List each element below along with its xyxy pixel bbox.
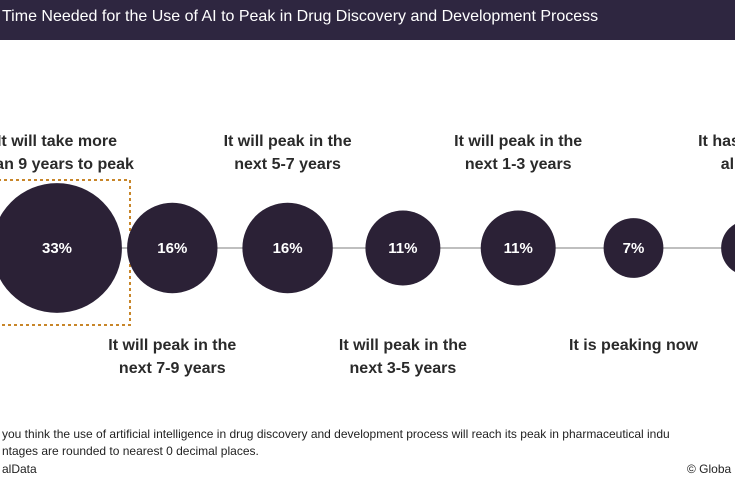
credit: © Globa xyxy=(687,462,732,476)
bubble xyxy=(721,224,735,272)
bubble xyxy=(603,218,664,278)
footnote: you think the use of artificial intellig… xyxy=(2,427,670,441)
value-label: 11% xyxy=(504,240,533,257)
category-label: next 3-5 years xyxy=(350,360,457,377)
category-label: next 1-3 years xyxy=(465,156,572,173)
value-label: 7% xyxy=(623,240,645,257)
category-label: already xyxy=(721,156,735,173)
value-label: 33% xyxy=(42,240,72,257)
category-label: It has peaked xyxy=(698,133,735,150)
value-label: 16% xyxy=(273,240,303,257)
bubble xyxy=(127,202,218,294)
category-label: It will peak in the xyxy=(339,337,467,354)
category-label: It will peak in the xyxy=(108,337,236,354)
title-bar xyxy=(0,0,735,40)
bubble xyxy=(0,183,122,313)
category-label: next 5-7 years xyxy=(234,156,341,173)
category-label: It will take more xyxy=(0,133,117,150)
bubble xyxy=(365,210,441,286)
category-label: It is peaking now xyxy=(569,337,698,354)
bubble xyxy=(242,202,333,294)
source: alData xyxy=(2,462,37,476)
chart-title: Time Needed for the Use of AI to Peak in… xyxy=(2,8,598,25)
footnote: ntages are rounded to nearest 0 decimal … xyxy=(2,444,259,458)
category-label: than 9 years to peak xyxy=(0,156,134,173)
value-label: 11% xyxy=(388,240,417,257)
value-label: 16% xyxy=(157,240,187,257)
category-label: It will peak in the xyxy=(454,133,582,150)
category-label: next 7-9 years xyxy=(119,360,226,377)
bubble xyxy=(480,210,556,286)
category-label: It will peak in the xyxy=(224,133,352,150)
